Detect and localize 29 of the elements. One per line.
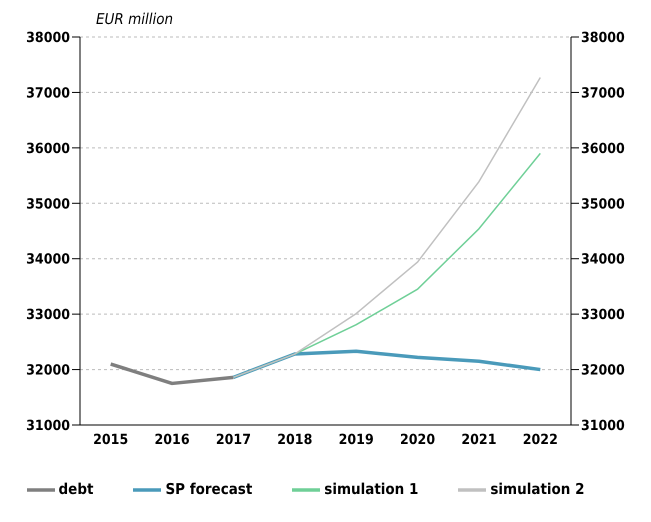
y-tick-label: 35000 (26, 196, 70, 212)
legend-label: SP forecast (165, 480, 252, 498)
legend-label: simulation 1 (324, 480, 418, 498)
x-tick-label: 2021 (461, 432, 496, 448)
y-tick-label: 38000 (26, 30, 70, 46)
y2-tick-label: 35000 (581, 196, 626, 212)
y2-tick-label: 32000 (581, 362, 626, 379)
y2-tick-label: 33000 (581, 307, 626, 324)
y2-tick-label: 38000 (581, 30, 626, 46)
y2-tick-label: 34000 (581, 252, 626, 268)
x-tick-label: 2022 (522, 432, 558, 448)
y-tick-label: 37000 (26, 85, 70, 102)
legend-label: debt (58, 480, 94, 498)
y-axis-title: EUR million (96, 10, 174, 28)
y-tick-label: 31000 (26, 418, 70, 434)
legend-label: simulation 2 (490, 480, 584, 498)
x-tick-label: 2019 (338, 432, 374, 448)
x-tick-label: 2017 (216, 432, 251, 448)
y-tick-label: 34000 (26, 252, 70, 268)
x-tick-label: 2020 (400, 432, 436, 448)
x-tick-label: 2016 (154, 432, 190, 448)
y-tick-label: 32000 (26, 362, 70, 379)
y2-tick-label: 37000 (581, 85, 626, 102)
y-tick-label: 36000 (26, 140, 70, 157)
y2-tick-label: 36000 (581, 140, 626, 157)
x-tick-label: 2015 (93, 432, 128, 448)
x-tick-label: 2018 (277, 432, 312, 448)
y2-tick-label: 31000 (581, 418, 626, 434)
y-tick-label: 33000 (26, 307, 70, 324)
